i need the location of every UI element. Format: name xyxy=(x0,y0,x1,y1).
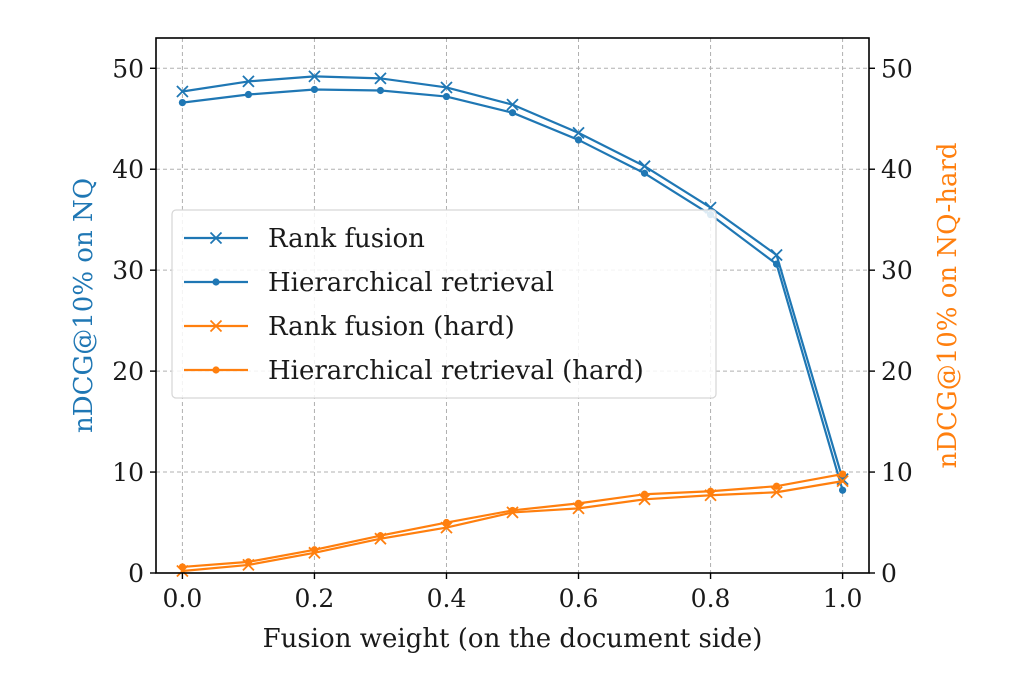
data-point xyxy=(508,109,517,117)
data-point xyxy=(376,532,385,540)
data-point xyxy=(770,486,783,499)
legend-box xyxy=(171,209,717,399)
data-point xyxy=(640,169,649,177)
series-2 xyxy=(176,475,849,578)
data-point xyxy=(376,86,385,95)
data-point xyxy=(244,558,253,566)
data-point xyxy=(640,490,649,498)
data-point xyxy=(310,546,319,554)
y-axis-label-left: nDCG@10% on NQ xyxy=(69,178,99,433)
x-tick-label: 0.0 xyxy=(163,584,203,613)
legend-marker xyxy=(212,278,220,286)
y-tick-label-left: 20 xyxy=(112,357,144,386)
legend-label: Hierarchical retrieval xyxy=(268,268,554,298)
data-point xyxy=(442,518,451,527)
data-point xyxy=(572,126,585,140)
y-tick-label-right: 20 xyxy=(881,357,913,386)
y-tick-label-left: 40 xyxy=(112,155,144,184)
legend-item: Hierarchical retrieval (hard) xyxy=(184,356,644,386)
data-point xyxy=(442,92,451,101)
data-point xyxy=(244,90,253,99)
legend: Rank fusion Hierarchical retrieval Rank fu… xyxy=(171,209,717,399)
data-point xyxy=(772,260,781,268)
data-point xyxy=(310,85,319,94)
series-layer xyxy=(176,70,849,578)
legend-marker xyxy=(209,319,223,333)
x-tick-label: 0.8 xyxy=(691,584,731,613)
y-axis-label-right: nDCG@10% on NQ-hard xyxy=(933,142,963,468)
legend-item: Hierarchical retrieval xyxy=(184,268,554,298)
data-point xyxy=(506,98,519,111)
legend-marker xyxy=(212,366,220,374)
data-point xyxy=(308,70,321,83)
series-0 xyxy=(176,70,849,486)
data-point xyxy=(838,470,847,478)
data-point xyxy=(772,482,781,490)
data-point xyxy=(178,99,187,107)
x-tick-label: 0.6 xyxy=(559,584,599,613)
data-point xyxy=(178,563,187,571)
x-tick-label: 0.2 xyxy=(295,584,335,613)
y-tick-label-right: 30 xyxy=(881,256,913,285)
series-line xyxy=(182,472,843,569)
data-point xyxy=(838,486,847,494)
legend-item: Rank fusion xyxy=(184,224,425,254)
data-point xyxy=(176,85,189,98)
y-tick-label-right: 40 xyxy=(881,155,913,184)
plot-frame xyxy=(155,37,870,574)
legend-label: Hierarchical retrieval (hard) xyxy=(268,356,644,386)
y-tick-label-right: 0 xyxy=(881,559,897,588)
ticks: 0.0 0.2 0.4 0.6 0.8 1.0 0 10 20 30 40 50 0 10 20 30 40 50 xyxy=(112,54,913,613)
legend-marker xyxy=(209,231,223,245)
y-tick-label-right: 10 xyxy=(881,458,913,487)
legend-label: Rank fusion (hard) xyxy=(268,312,515,342)
data-point xyxy=(242,75,255,88)
data-point xyxy=(770,248,783,262)
data-point xyxy=(508,506,517,515)
data-point xyxy=(374,72,387,85)
series-line xyxy=(182,480,843,573)
y-tick-label-left: 0 xyxy=(128,559,144,588)
legend-label: Rank fusion xyxy=(268,224,425,254)
data-point xyxy=(574,499,583,507)
x-tick-label: 1.0 xyxy=(823,584,863,613)
data-point xyxy=(574,136,583,144)
y-tick-label-left: 10 xyxy=(112,458,144,487)
data-point xyxy=(836,475,849,488)
data-point xyxy=(706,487,715,495)
x-axis-label: Fusion weight (on the document side) xyxy=(263,624,763,654)
y-tick-label-right: 50 xyxy=(881,54,913,83)
series-3 xyxy=(178,470,847,571)
data-point xyxy=(440,81,453,94)
legend-item: Rank fusion (hard) xyxy=(184,312,515,342)
y-tick-label-left: 50 xyxy=(112,54,144,83)
x-tick-label: 0.4 xyxy=(427,584,467,613)
data-point xyxy=(638,160,651,173)
y-tick-label-left: 30 xyxy=(112,256,144,285)
